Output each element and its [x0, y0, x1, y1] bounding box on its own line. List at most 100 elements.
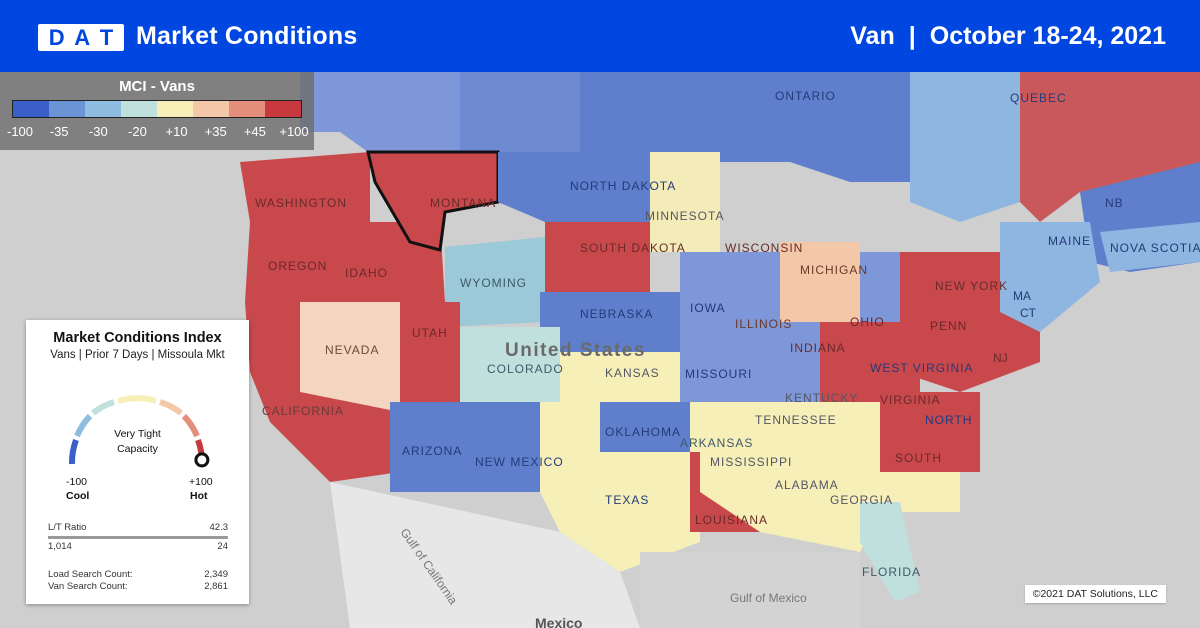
map-label-ma: MA — [1013, 289, 1031, 303]
map-label-arkansas: ARKANSAS — [680, 436, 753, 450]
map-label-new-york: NEW YORK — [935, 279, 1008, 293]
region-canada-west — [300, 72, 460, 152]
map-label-iowa: IOWA — [690, 301, 726, 315]
market-map[interactable]: ONTARIO QUEBEC NORTH DAKOTA MONTANA WASH… — [0, 72, 1200, 628]
logo-letter-d: D — [48, 24, 65, 50]
map-label-wyoming: WYOMING — [460, 276, 527, 290]
map-label-ohio: OHIO — [850, 315, 885, 329]
legend-swatch-5 — [193, 101, 229, 117]
gauge-max-label: Hot — [190, 490, 208, 502]
mci-legend: MCI - Vans -100 -35 -30 -20 +10 +35 +45 +100 — [0, 72, 314, 150]
region-nova-scotia — [1100, 222, 1200, 272]
legend-ticks: -100 -35 -30 -20 +10 +35 +45 +100 — [0, 124, 314, 142]
map-label-minnesota: MINNESOTA — [645, 209, 724, 223]
gauge-seg-4 — [117, 395, 157, 404]
header-right: Van | October 18-24, 2021 — [850, 22, 1166, 51]
region-carolinas — [880, 392, 980, 472]
region-mexico — [330, 482, 640, 628]
region-canada-quebec-west — [910, 72, 1020, 222]
equipment-type: Van — [850, 22, 895, 50]
legend-swatch-6 — [229, 101, 265, 117]
map-label-south-dakota: SOUTH DAKOTA — [580, 241, 686, 255]
region-oklahoma — [600, 402, 690, 452]
region-canada-manitoba — [460, 72, 580, 152]
map-label-west-virginia: WEST VIRGINIA — [870, 361, 973, 375]
map-label-new-mexico: NEW MEXICO — [475, 455, 564, 469]
region-california — [245, 302, 400, 482]
region-south-dakota — [545, 222, 650, 292]
region-canada-quebec-east — [1020, 72, 1200, 222]
map-label-nova-scotia: NOVA SCOTIA — [1110, 241, 1200, 255]
map-label-virginia: VIRGINIA — [880, 393, 941, 407]
map-label-alabama: ALABAMA — [775, 478, 839, 492]
legend-tick-6: +45 — [243, 124, 266, 139]
gauge-min-label: Cool — [66, 490, 90, 502]
legend-swatch-4 — [157, 101, 193, 117]
mci-gauge — [69, 395, 210, 468]
legend-tick-3: -20 — [128, 124, 147, 139]
map-label-florida: FLORIDA — [862, 565, 921, 579]
map-label-mexico: Mexico — [535, 615, 582, 628]
load-search-row: Load Search Count: 2,349 — [48, 569, 228, 580]
legend-swatch-0 — [13, 101, 49, 117]
gauge-seg-2 — [74, 413, 93, 438]
legend-tick-5: +35 — [204, 124, 227, 139]
map-label-texas: TEXAS — [605, 493, 649, 507]
gauge-max-value: +100 — [189, 476, 213, 488]
legend-title: MCI - Vans — [119, 78, 195, 95]
map-label-utah: UTAH — [412, 326, 448, 340]
region-colorado — [460, 327, 560, 402]
legend-tick-7: +100 — [279, 124, 309, 139]
map-label-wisconsin: WISCONSIN — [725, 241, 803, 255]
gauge-seg-5 — [159, 399, 183, 416]
map-label-indiana: INDIANA — [790, 341, 846, 355]
region-new-mexico — [470, 402, 560, 492]
legend-tick-4: +10 — [165, 124, 188, 139]
map-label-kansas: KANSAS — [605, 366, 660, 380]
map-label-arizona: ARIZONA — [402, 444, 462, 458]
header-separator: | — [908, 22, 916, 50]
gauge-seg-6 — [181, 413, 200, 438]
region-ohio-valley — [820, 322, 920, 402]
region-wyoming — [445, 237, 545, 327]
map-label-georgia: GEORGIA — [830, 493, 893, 507]
map-label-united-states: United States — [505, 340, 646, 361]
region-florida — [860, 502, 920, 602]
lt-ratio-row: L/T Ratio 42.3 — [48, 522, 228, 533]
loads-trucks-row: 1,014 24 — [48, 541, 228, 552]
map-label-ontario: ONTARIO — [775, 89, 836, 103]
map-label-quebec: QUEBEC — [1010, 91, 1067, 105]
map-label-california: CALIFORNIA — [262, 404, 344, 418]
map-label-ct: CT — [1020, 306, 1037, 320]
region-washington — [240, 152, 370, 222]
region-nevada — [300, 302, 400, 412]
load-search-label: Load Search Count: — [48, 569, 133, 580]
map-label-gulf-of-mexico: Gulf of Mexico — [730, 591, 807, 605]
map-label-kentucky: KENTUCKY — [785, 391, 858, 405]
map-label-illinois: ILLINOIS — [735, 317, 792, 331]
map-label-oregon: OREGON — [268, 259, 327, 273]
map-label-penn: PENN — [930, 319, 967, 333]
map-label-missouri: MISSOURI — [685, 367, 752, 381]
logo-letter-t: T — [99, 24, 114, 50]
region-north-dakota — [498, 152, 650, 222]
region-michigan — [780, 242, 860, 322]
map-label-oklahoma: OKLAHOMA — [605, 425, 681, 439]
region-gulf-of-mexico — [640, 552, 860, 628]
region-nebraska — [540, 292, 680, 352]
map-label-maine: MAINE — [1048, 234, 1091, 248]
map-label-colorado: COLORADO — [487, 362, 564, 376]
legend-swatch-7 — [265, 101, 301, 117]
dat-logo: D A T — [38, 24, 124, 51]
map-label-louisiana: LOUISIANA — [695, 513, 768, 527]
map-label-nevada: NEVADA — [325, 343, 379, 357]
map-label-tennessee: TENNESSEE — [755, 413, 837, 427]
region-new-england — [1000, 222, 1100, 332]
region-arizona — [390, 402, 470, 492]
map-label-mississippi: MISSISSIPPI — [710, 455, 792, 469]
region-canada-ontario — [580, 72, 910, 182]
gauge-seg-1 — [69, 438, 79, 465]
gauge-status-line2: Capacity — [117, 443, 158, 455]
market-conditions-card: Market Conditions Index Vans | Prior 7 D… — [26, 320, 249, 604]
region-utah — [400, 302, 460, 402]
